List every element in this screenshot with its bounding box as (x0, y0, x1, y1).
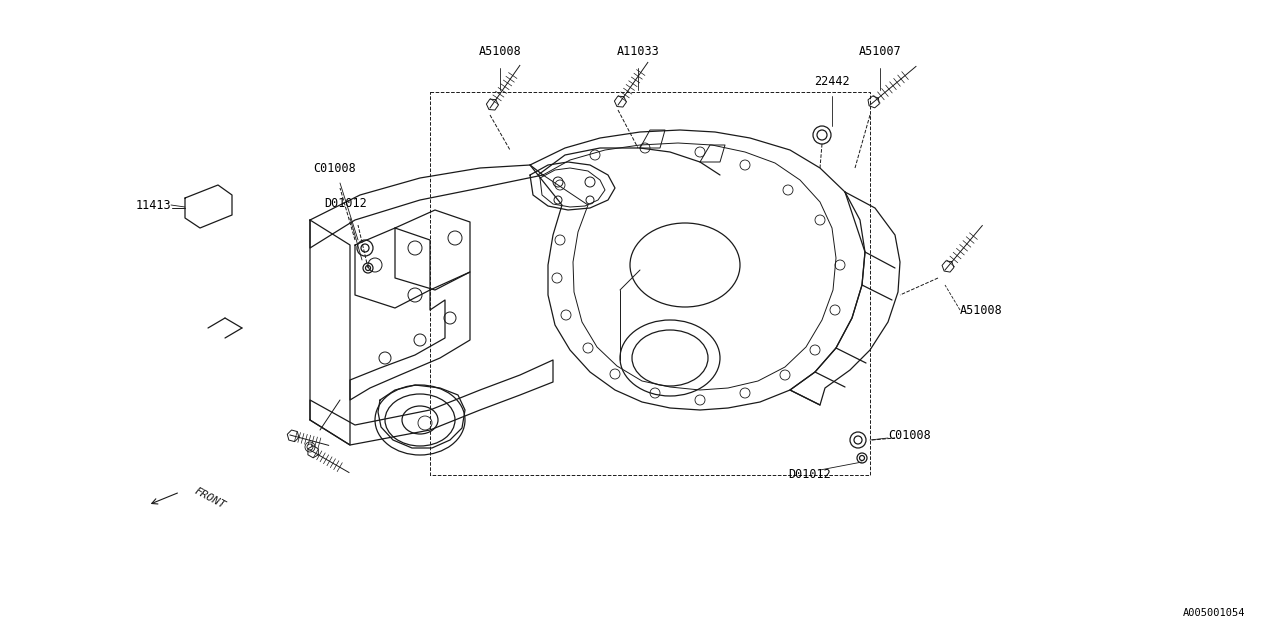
Text: C01008: C01008 (888, 429, 931, 442)
Text: A005001054: A005001054 (1183, 608, 1245, 618)
Text: 11413: 11413 (136, 198, 172, 211)
Text: A51008: A51008 (960, 303, 1002, 317)
Text: C01008: C01008 (314, 162, 356, 175)
Text: A51007: A51007 (859, 45, 901, 58)
Text: D01012: D01012 (788, 468, 832, 481)
Text: 22442: 22442 (814, 75, 850, 88)
Text: A51008: A51008 (479, 45, 521, 58)
Text: A11033: A11033 (617, 45, 659, 58)
Text: D01012: D01012 (325, 197, 367, 210)
Text: FRONT: FRONT (193, 486, 227, 510)
